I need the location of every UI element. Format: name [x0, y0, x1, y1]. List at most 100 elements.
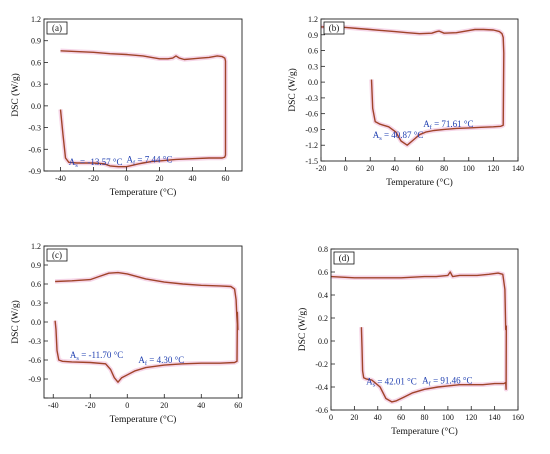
y-tick-label-b: -1.2 [305, 141, 318, 150]
annotation-c-1: As = -11.70 °C [70, 350, 123, 362]
y-tick-label-b: -0.3 [305, 94, 318, 103]
y-tick-label-d: 0.0 [318, 337, 328, 346]
y-axis-label-b: DSC (W/g) [287, 68, 298, 112]
x-tick-label-b: 140 [512, 164, 524, 173]
y-tick-label-b: -1.5 [305, 157, 318, 166]
x-tick-label-a: -40 [55, 174, 66, 183]
y-tick-label-a: -0.6 [28, 145, 41, 154]
x-tick-label-d: 60 [397, 413, 405, 422]
y-tick-label-b: -0.6 [305, 110, 318, 119]
x-tick-label-d: 160 [512, 413, 524, 422]
annotation-b-2: Af = 71.61 °C [423, 119, 473, 131]
annotation-d-1: As = 42.01 °C [366, 377, 417, 389]
panel-label-box-c [46, 248, 68, 262]
x-tick-label-d: 120 [465, 413, 477, 422]
y-tick-label-a: 0.0 [31, 102, 41, 111]
plot-frame-c [43, 245, 243, 399]
panel-label-c: (c) [52, 250, 62, 260]
annotation-a-1: As = -13.57 °C [69, 157, 123, 169]
x-tick-label-d: 80 [421, 413, 429, 422]
x-tick-label-a: 60 [222, 174, 230, 183]
y-tick-label-c: 1.2 [31, 242, 41, 251]
x-tick-label-b: 120 [487, 164, 499, 173]
x-tick-label-c: 20 [160, 401, 168, 410]
x-tick-label-a: -20 [88, 174, 99, 183]
chart-panel-d: 0 20 40 60 80 100 120 140 160 -0.6 -0.4 -0.2 0.0 0.2 0… [297, 245, 524, 437]
y-tick-label-b: -0.9 [305, 125, 318, 134]
x-tick-label-c: 40 [197, 401, 205, 410]
x-axis-label-d: Temperature (°C) [391, 426, 458, 437]
y-tick-label-c: 0.3 [31, 299, 41, 308]
y-tick-label-a: 0.9 [31, 37, 41, 46]
y-tick-label-b: 1.2 [308, 15, 318, 24]
series-line-a [59, 50, 227, 168]
panel-label-b: (b) [329, 23, 340, 33]
x-tick-label-d: 0 [329, 413, 333, 422]
panel-label-box-a [46, 21, 68, 35]
y-tick-label-a: 0.6 [31, 58, 41, 67]
series-line-c [54, 271, 239, 383]
annotation-b-1: As = 40.87 °C [373, 130, 424, 142]
series-halo-d [330, 269, 509, 405]
chart-panel-b: -20 0 20 40 60 80 100 120 140 -1.5 -1.2 -0.9 -0.6 -0.… [287, 15, 524, 188]
series-halo-a [58, 48, 228, 169]
y-tick-label-c: -0.6 [28, 356, 41, 365]
x-tick-label-c: 60 [234, 401, 242, 410]
y-tick-label-a: -0.9 [28, 167, 41, 176]
plot-frame-a [43, 18, 243, 172]
panel-label-d: (d) [339, 253, 350, 263]
panel-label-a: (a) [52, 23, 62, 33]
x-tick-label-b: -20 [316, 164, 327, 173]
y-tick-label-d: 0.8 [318, 245, 328, 254]
y-tick-label-c: 0.6 [31, 280, 41, 289]
y-tick-label-c: -0.3 [28, 337, 41, 346]
x-tick-label-d: 100 [442, 413, 454, 422]
y-tick-label-b: 0.6 [308, 47, 318, 56]
x-tick-label-c: -40 [48, 401, 59, 410]
x-tick-label-c: -20 [85, 401, 96, 410]
y-tick-label-d: 0.4 [318, 291, 328, 300]
y-tick-label-a: 0.3 [31, 80, 41, 89]
x-tick-label-d: 20 [350, 413, 358, 422]
x-tick-label-b: 100 [463, 164, 475, 173]
annotation-a-2: Af = 7.44 °C [127, 154, 173, 166]
y-axis-label-a: DSC (W/g) [10, 73, 21, 117]
x-tick-label-c: 0 [125, 401, 129, 410]
x-tick-label-d: 40 [374, 413, 382, 422]
x-tick-label-d: 140 [489, 413, 501, 422]
y-tick-label-a: -0.3 [28, 124, 41, 133]
x-tick-label-b: 20 [366, 164, 374, 173]
x-axis-label-c: Temperature (°C) [110, 414, 177, 425]
x-tick-label-b: 40 [391, 164, 399, 173]
x-tick-label-a: 20 [156, 174, 164, 183]
panel-label-box-d [333, 251, 355, 265]
y-tick-label-d: -0.6 [315, 406, 328, 415]
y-tick-label-d: 0.2 [318, 314, 328, 323]
chart-panel-a: -40 -20 0 20 40 60 -0.9 -0.6 -0.3 0.0 0.3 0.6 0.9 1.2… [10, 15, 243, 198]
x-tick-label-b: 80 [440, 164, 448, 173]
x-tick-label-b: 60 [416, 164, 424, 173]
x-tick-label-a: 40 [189, 174, 197, 183]
chart-panel-c: -40 -20 0 20 40 60 -0.9 -0.6 -0.3 0.0 0.3 0.6 0.9 1.2… [10, 242, 243, 425]
y-tick-label-c: 0.0 [31, 318, 41, 327]
series-line-d [330, 271, 507, 403]
x-axis-label-a: Temperature (°C) [110, 187, 177, 198]
panel-label-box-b [323, 21, 345, 35]
y-tick-label-d: -0.4 [315, 383, 328, 392]
y-tick-label-b: 0.0 [308, 78, 318, 87]
y-tick-label-c: -0.9 [28, 375, 41, 384]
y-tick-label-a: 1.2 [31, 15, 41, 24]
series-line-b [321, 26, 505, 146]
y-tick-label-b: 0.3 [308, 62, 318, 71]
y-tick-label-b: 0.9 [308, 31, 318, 40]
y-tick-label-d: -0.2 [315, 360, 328, 369]
x-axis-label-b: Temperature (°C) [386, 177, 453, 188]
x-tick-label-a: 0 [125, 174, 129, 183]
annotation-c-2: Af = 4.30 °C [138, 355, 184, 367]
annotation-d-2: Af = 91.46 °C [422, 376, 472, 388]
y-axis-label-c: DSC (W/g) [10, 300, 21, 344]
y-tick-label-c: 0.9 [31, 261, 41, 270]
x-tick-label-b: 0 [344, 164, 348, 173]
y-axis-label-d: DSC (W/g) [297, 308, 308, 352]
